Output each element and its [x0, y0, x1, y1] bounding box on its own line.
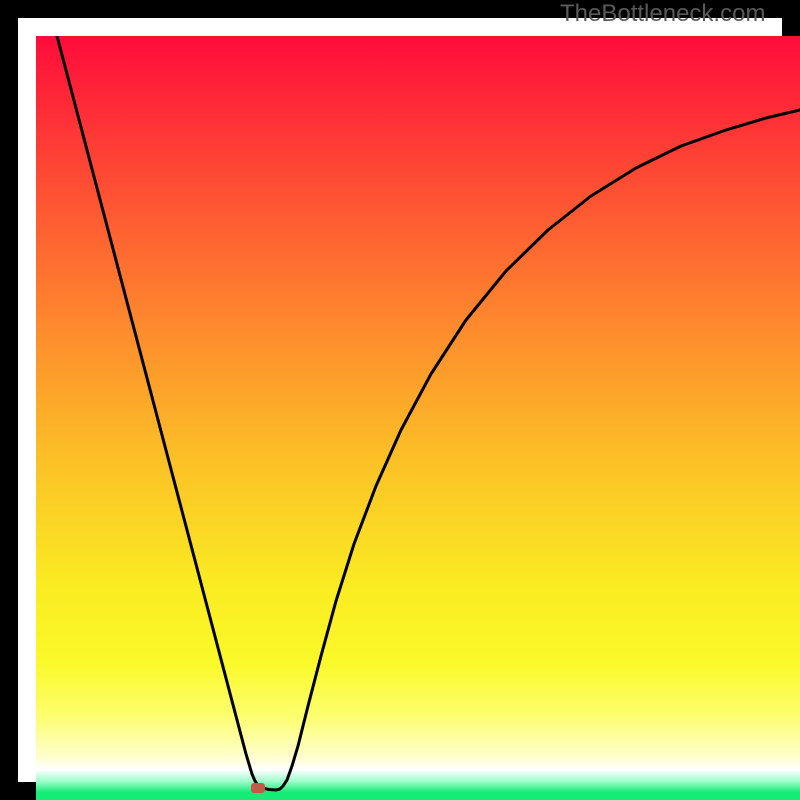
- curve-layer: [36, 36, 800, 800]
- minimum-marker: [251, 783, 265, 793]
- plot-area: [36, 36, 800, 800]
- chart-frame: [0, 0, 800, 800]
- chart-canvas: TheBottleneck.com: [0, 0, 800, 800]
- watermark-text: TheBottleneck.com: [560, 0, 765, 28]
- bottleneck-curve: [57, 36, 800, 790]
